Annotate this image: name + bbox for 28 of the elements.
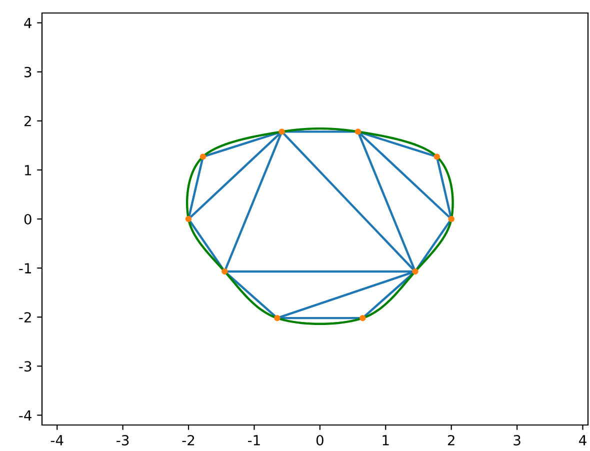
x-tick-label: 1 [382, 435, 389, 446]
x-tick-label: 4 [579, 435, 586, 446]
y-tick-label: 3 [24, 66, 32, 78]
x-tick-label: 3 [514, 434, 520, 446]
x-tick-label: -4 [50, 435, 64, 446]
x-tick-label: 2 [448, 434, 454, 446]
y-tick-label: 1 [24, 165, 31, 176]
point [200, 154, 206, 160]
point [412, 268, 418, 275]
y-tick-label: -2 [19, 312, 31, 322]
point [448, 216, 454, 222]
point [222, 268, 228, 275]
x-tick-label: -3 [116, 434, 129, 446]
x-tick-label: -1 [248, 435, 260, 446]
x-tick-label: -2 [182, 434, 194, 446]
point [360, 314, 366, 322]
y-tick-label: 4 [24, 18, 32, 28]
point [185, 216, 192, 222]
y-tick-label: -3 [19, 361, 32, 372]
y-tick-label: -1 [19, 263, 31, 274]
y-tick-label: 0 [24, 214, 32, 224]
point [278, 128, 285, 135]
point [434, 154, 440, 160]
x-tick-label: 0 [316, 434, 324, 446]
point [274, 314, 280, 322]
y-tick-label: -4 [19, 410, 32, 420]
y-tick-label: 2 [24, 116, 31, 126]
point [354, 128, 362, 135]
